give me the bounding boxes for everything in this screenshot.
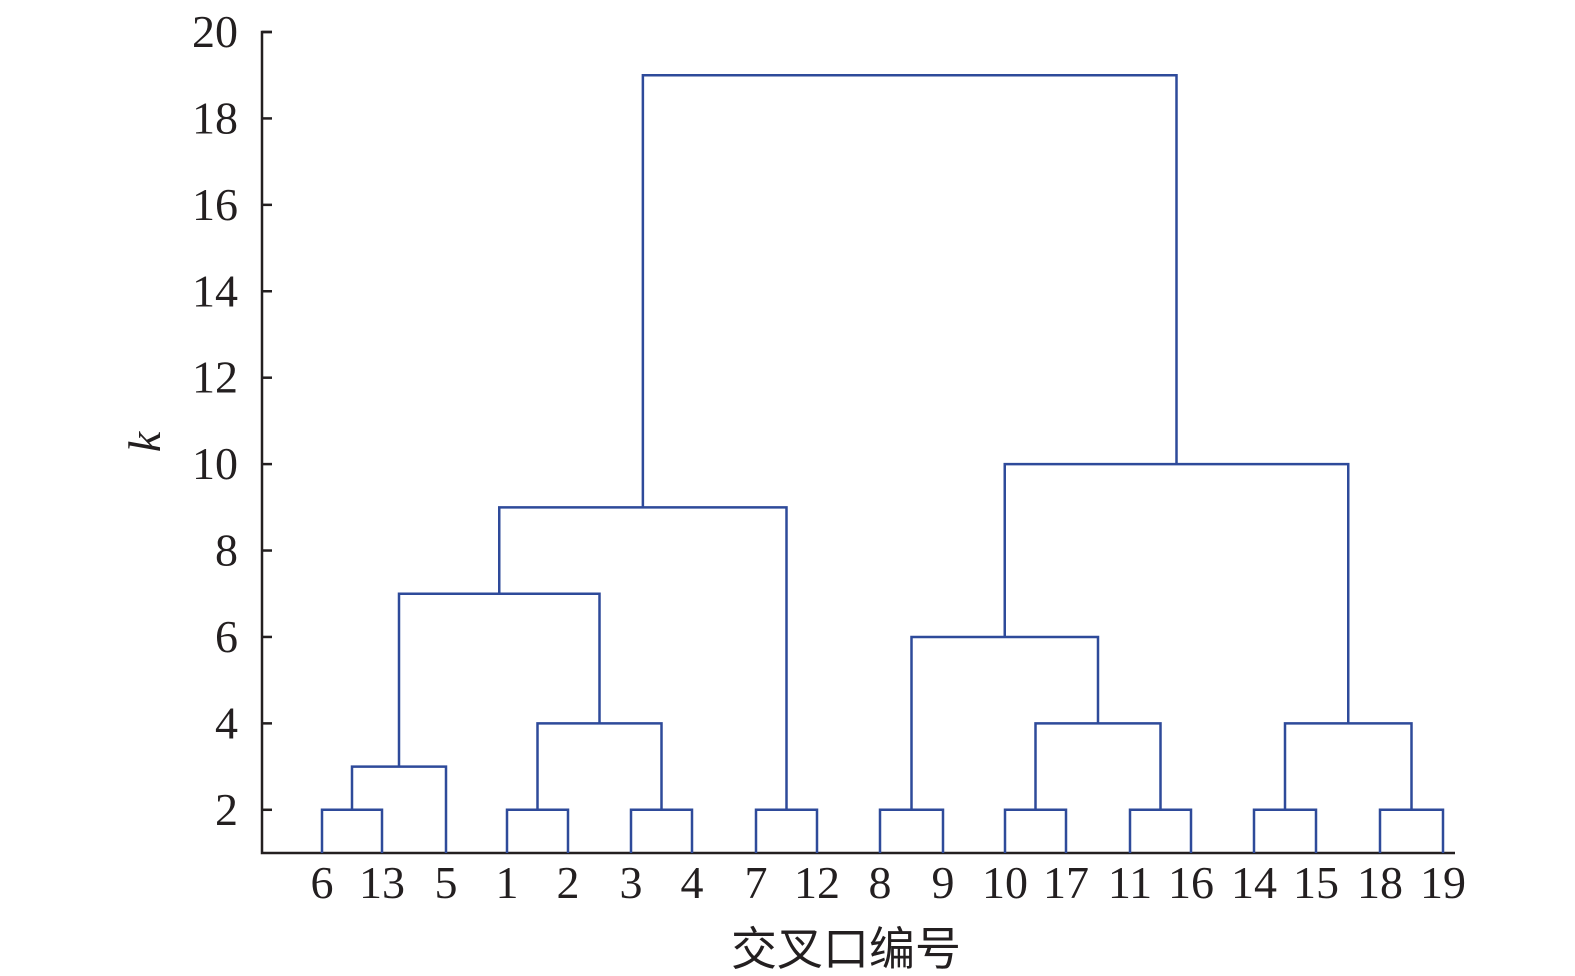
dendrogram-link [1252, 808, 1318, 853]
x-axis-label: 交叉口编号 [731, 924, 961, 975]
dendrogram-link [629, 808, 694, 853]
y-tick-label: 20 [192, 6, 238, 57]
dendrogram-link [320, 808, 384, 853]
dendrogram-link [1378, 808, 1445, 853]
leaf-label: 19 [1420, 857, 1466, 908]
leaf-labels: 6 13 5 1 2 3 4 7 12 8 9 10 17 11 16 14 15 18 19 [311, 857, 1467, 908]
leaf-label: 10 [982, 857, 1028, 908]
y-tick-label: 14 [192, 265, 238, 316]
dendrogram-link [498, 506, 788, 810]
leaf-label: 18 [1357, 857, 1403, 908]
leaf-label: 6 [311, 857, 334, 908]
y-tick-label: 10 [192, 438, 238, 489]
dendrogram-link [641, 73, 1178, 508]
dendrogram-link [1128, 808, 1193, 853]
dendrogram-link [1034, 722, 1162, 810]
y-tick-label: 12 [192, 352, 238, 403]
y-axis-line [260, 30, 1455, 855]
dendrogram-link [1283, 722, 1413, 810]
axes [260, 30, 1455, 855]
y-tick-label: 2 [215, 784, 238, 835]
y-tick-label: 4 [215, 697, 238, 748]
dendrogram-link [536, 722, 663, 810]
leaf-label: 4 [681, 857, 704, 908]
y-tick-label: 6 [215, 611, 238, 662]
dendrogram-link [505, 808, 570, 853]
leaf-label: 7 [745, 857, 768, 908]
dendrogram-link [878, 808, 945, 853]
leaf-label: 13 [359, 857, 405, 908]
y-tick-label: 18 [192, 92, 238, 143]
dendrogram-link [754, 808, 819, 853]
dendrogram-link [1003, 462, 1350, 724]
y-axis-label: k [119, 430, 170, 452]
leaf-label: 11 [1108, 857, 1152, 908]
dendrogram-link [397, 592, 601, 767]
leaf-label: 1 [496, 857, 519, 908]
leaf-label: 16 [1168, 857, 1214, 908]
leaf-label: 2 [557, 857, 580, 908]
dendrogram-link [1003, 808, 1068, 853]
y-tick-label: 16 [192, 179, 238, 230]
leaf-label: 17 [1043, 857, 1089, 908]
leaf-label: 8 [869, 857, 892, 908]
leaf-label: 12 [794, 857, 840, 908]
dendrogram-link [350, 765, 448, 853]
y-tick-label: 8 [215, 525, 238, 576]
leaf-label: 15 [1293, 857, 1339, 908]
dendrogram-links [320, 73, 1445, 853]
y-ticks: 2 4 6 8 10 12 14 16 18 20 [192, 6, 272, 835]
leaf-label: 3 [620, 857, 643, 908]
leaf-label: 9 [932, 857, 955, 908]
leaf-label: 14 [1231, 857, 1277, 908]
leaf-label: 5 [435, 857, 458, 908]
